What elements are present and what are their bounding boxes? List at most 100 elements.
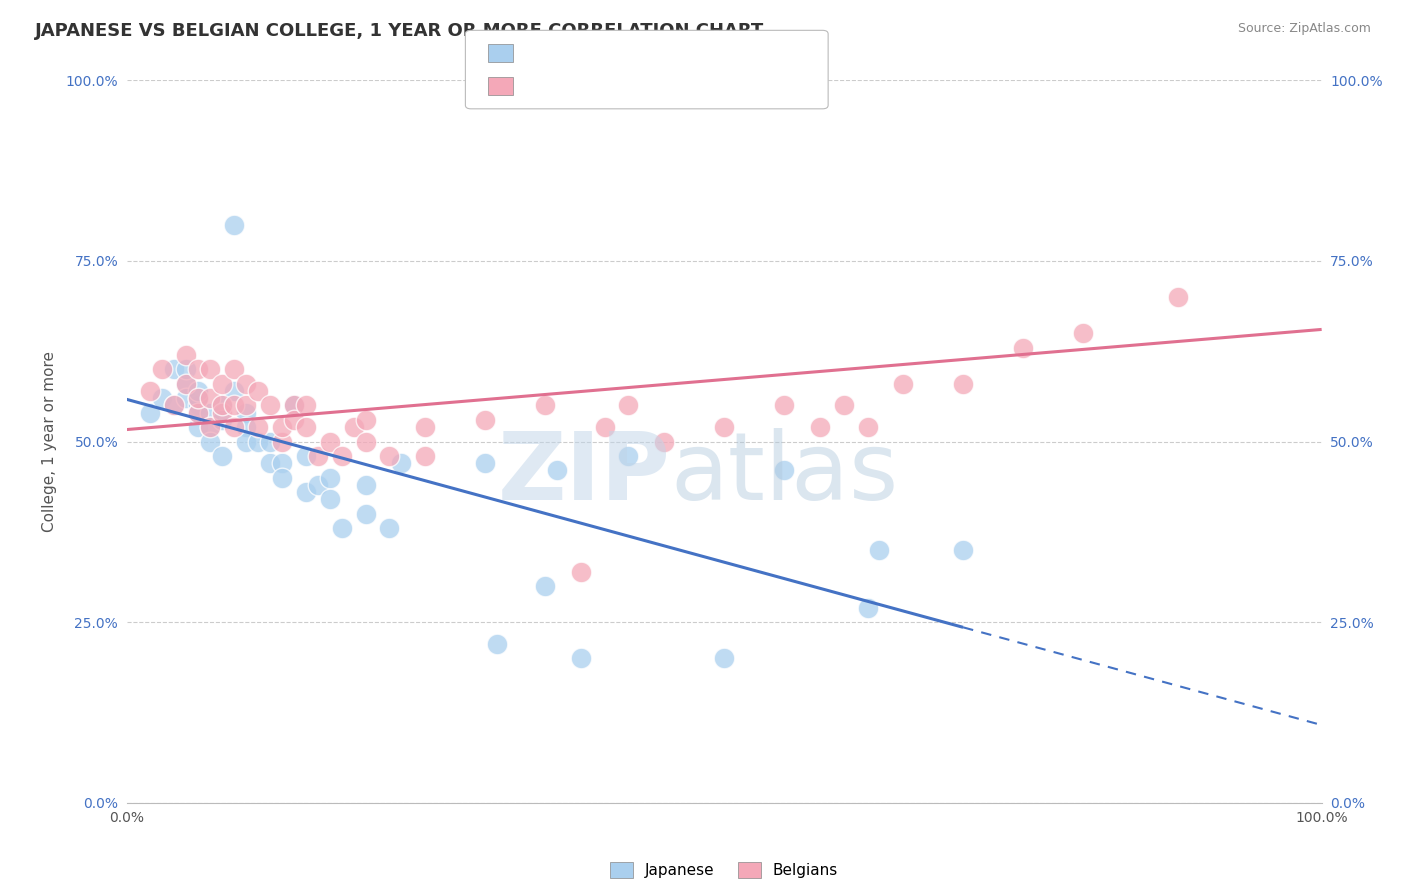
Point bbox=[259, 434, 281, 449]
Point bbox=[247, 420, 270, 434]
Point bbox=[259, 398, 281, 412]
Text: JAPANESE VS BELGIAN COLLEGE, 1 YEAR OR MORE CORRELATION CHART: JAPANESE VS BELGIAN COLLEGE, 1 YEAR OR M… bbox=[35, 22, 765, 40]
Point bbox=[150, 391, 174, 405]
Point bbox=[413, 420, 436, 434]
Point bbox=[174, 376, 197, 391]
Point bbox=[211, 406, 233, 420]
Point bbox=[247, 384, 270, 398]
Point bbox=[330, 521, 353, 535]
Point bbox=[652, 434, 675, 449]
Point bbox=[163, 398, 186, 412]
Point bbox=[222, 218, 246, 232]
Point bbox=[569, 651, 592, 665]
Point bbox=[139, 384, 162, 398]
Point bbox=[294, 449, 316, 463]
Point bbox=[307, 478, 329, 492]
Text: R =: R = bbox=[524, 78, 558, 94]
Point bbox=[294, 420, 316, 434]
Point bbox=[200, 362, 222, 376]
Point bbox=[486, 637, 509, 651]
Point bbox=[354, 478, 377, 492]
Point bbox=[200, 391, 222, 405]
Point bbox=[617, 398, 640, 412]
Point bbox=[270, 470, 294, 484]
Point bbox=[773, 398, 796, 412]
Point bbox=[270, 456, 294, 470]
Point bbox=[187, 362, 209, 376]
Point bbox=[283, 398, 305, 412]
Point bbox=[391, 456, 413, 470]
Point bbox=[211, 398, 233, 412]
Point bbox=[343, 420, 366, 434]
Point bbox=[354, 413, 377, 427]
Point bbox=[235, 406, 257, 420]
Point bbox=[174, 348, 197, 362]
Point bbox=[1011, 341, 1033, 355]
Point bbox=[283, 398, 305, 412]
Point bbox=[354, 507, 377, 521]
Point bbox=[330, 449, 353, 463]
Point bbox=[150, 362, 174, 376]
Point bbox=[247, 434, 270, 449]
Text: N =: N = bbox=[628, 78, 662, 94]
Point bbox=[318, 470, 342, 484]
Point bbox=[222, 384, 246, 398]
Y-axis label: College, 1 year or more: College, 1 year or more bbox=[42, 351, 58, 532]
Point bbox=[318, 492, 342, 507]
Point bbox=[856, 600, 879, 615]
Text: N =: N = bbox=[628, 45, 662, 61]
Point bbox=[222, 398, 246, 412]
Text: -0.393: -0.393 bbox=[555, 45, 610, 61]
Point bbox=[868, 542, 891, 557]
Text: R =: R = bbox=[524, 45, 558, 61]
Point bbox=[211, 398, 233, 412]
Point bbox=[187, 391, 209, 405]
Point bbox=[413, 449, 436, 463]
Point bbox=[270, 434, 294, 449]
Point bbox=[593, 420, 616, 434]
Point bbox=[952, 376, 974, 391]
Point bbox=[713, 420, 735, 434]
Point bbox=[235, 434, 257, 449]
Point bbox=[222, 362, 246, 376]
Point bbox=[378, 449, 401, 463]
Point bbox=[187, 391, 209, 405]
Point bbox=[187, 398, 209, 412]
Point bbox=[891, 376, 914, 391]
Text: ZIP: ZIP bbox=[498, 428, 671, 520]
Point bbox=[187, 406, 209, 420]
Point bbox=[832, 398, 855, 412]
Point bbox=[773, 463, 796, 477]
Point bbox=[1263, 59, 1285, 73]
Point bbox=[270, 420, 294, 434]
Point bbox=[617, 449, 640, 463]
Point bbox=[235, 398, 257, 412]
Point bbox=[533, 579, 555, 593]
Point bbox=[474, 456, 496, 470]
Point bbox=[1167, 290, 1189, 304]
Text: 0.302: 0.302 bbox=[555, 78, 609, 94]
Text: Source: ZipAtlas.com: Source: ZipAtlas.com bbox=[1237, 22, 1371, 36]
Point bbox=[174, 376, 197, 391]
Point bbox=[354, 434, 377, 449]
Point bbox=[200, 420, 222, 434]
Point bbox=[294, 485, 316, 500]
Point bbox=[952, 542, 974, 557]
Point bbox=[200, 406, 222, 420]
Point bbox=[569, 565, 592, 579]
Point bbox=[200, 434, 222, 449]
Point bbox=[174, 391, 197, 405]
Point bbox=[546, 463, 568, 477]
Point bbox=[235, 376, 257, 391]
Point bbox=[1071, 326, 1094, 340]
Point bbox=[533, 398, 555, 412]
Point bbox=[187, 406, 209, 420]
Point bbox=[259, 456, 281, 470]
Point bbox=[318, 434, 342, 449]
Point bbox=[294, 398, 316, 412]
Text: 50: 50 bbox=[661, 45, 682, 61]
Point bbox=[378, 521, 401, 535]
Text: 54: 54 bbox=[661, 78, 682, 94]
Point bbox=[808, 420, 831, 434]
Point bbox=[211, 449, 233, 463]
